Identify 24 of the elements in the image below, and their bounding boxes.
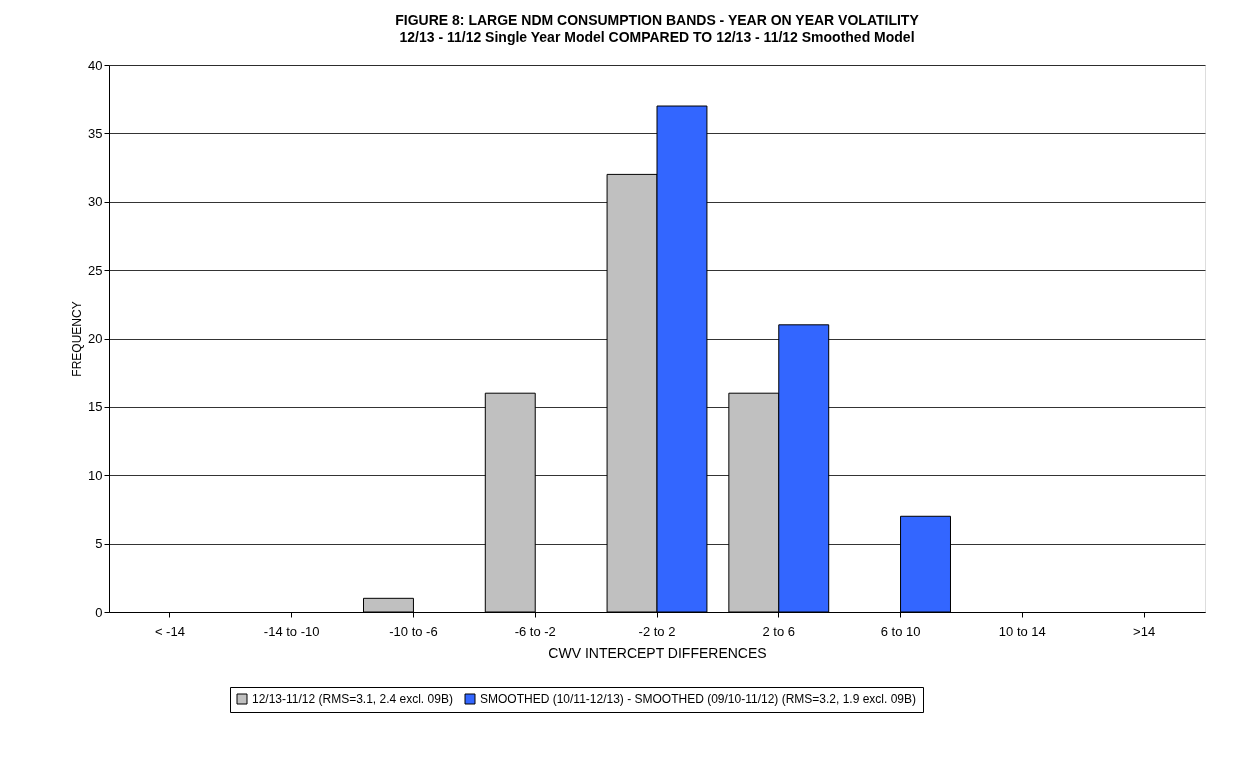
- y-tick-label: 25: [88, 262, 103, 278]
- legend-label: 12/13-11/12 (RMS=3.1, 2.4 excl. 09B): [252, 692, 453, 706]
- x-axis-title: CWV INTERCEPT DIFFERENCES: [548, 644, 767, 661]
- y-tick-label: 40: [88, 57, 103, 73]
- y-axis-title: FREQUENCY: [70, 301, 85, 377]
- y-tick-label: 15: [88, 399, 103, 415]
- x-tick-label: -2 to 2: [638, 623, 676, 639]
- y-tick-label: 30: [88, 194, 103, 210]
- x-tick-label: 2 to 6: [762, 623, 796, 639]
- x-tick-label: 6 to 10: [880, 623, 921, 639]
- y-tick-label: 20: [88, 331, 103, 346]
- y-tick-label: 35: [88, 125, 103, 141]
- y-tick-label: 0: [95, 604, 103, 620]
- x-tick-label: -10 to -6: [389, 623, 438, 639]
- x-tick-label: 10 to 14: [998, 623, 1046, 639]
- y-tick-label: 5: [95, 536, 103, 552]
- x-tick-label: -14 to -10: [263, 623, 320, 639]
- x-tick-label: < -14: [154, 623, 185, 639]
- x-tick-label: -6 to -2: [514, 623, 556, 639]
- x-tick-label: >14: [1133, 623, 1156, 639]
- y-tick-label: 10: [88, 467, 103, 483]
- chart-subtitle: 12/13 - 11/12 Single Year Model COMPARED TO 12/13 - 11/12 Smoothed Model: [399, 29, 915, 45]
- chart-title: FIGURE 8: LARGE NDM CONSUMPTION BANDS - YEAR ON YEAR VOLATILITY: [395, 12, 920, 28]
- legend-label: SMOOTHED (10/11-12/13) - SMOOTHED (09/10-11/12) (RMS=3.2, 1.9 excl. 09B): [480, 692, 917, 706]
